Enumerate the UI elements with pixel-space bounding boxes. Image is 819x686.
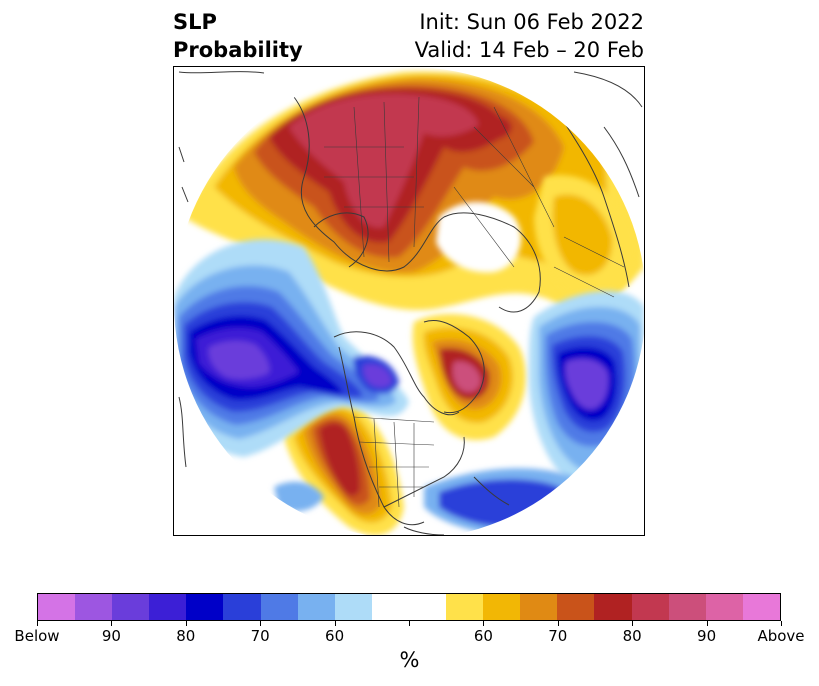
colorbar-swatch [557,594,595,620]
colorbar-swatch [408,594,447,620]
colorbar-swatch [334,594,372,620]
colorbar-swatch [186,594,224,620]
colorbar-tick-label: 60 [325,627,345,645]
probability-field [174,67,644,535]
colorbar-swatch [149,594,187,620]
colorbar-swatch [594,594,632,620]
colorbar-tick-label: 70 [250,627,270,645]
above-normal-region-greenland [412,314,526,441]
colorbar-swatch [705,594,743,620]
coastlines [293,96,630,535]
colorbar-unit-label: % [399,648,420,672]
colorbar-tick-label: Above [757,627,805,645]
init-date: Init: Sun 06 Feb 2022 [419,10,644,34]
valid-date-range: Valid: 14 Feb – 20 Feb [414,38,644,62]
colorbar-swatch [223,594,261,620]
colorbar-swatch [112,594,150,620]
above-normal-region-west-us [284,397,404,535]
probability-colorbar [37,593,781,621]
colorbar-tick-label: Below [14,627,60,645]
near-normal-pole [436,202,522,273]
colorbar-tick-mark [334,621,336,626]
colorbar-tick-label: 80 [176,627,196,645]
colorbar-swatch [371,594,409,620]
probability-map-svg [174,67,644,535]
colorbar-tick-mark [185,621,187,626]
colorbar-tick-label: 90 [101,627,121,645]
borders [324,96,625,508]
colorbar-swatch [75,594,113,620]
title-quantity: Probability [173,38,303,62]
colorbar-swatch [260,594,298,620]
outer-coastlines [178,71,643,468]
colorbar-swatch [483,594,521,620]
colorbar-tick-mark [781,621,782,626]
colorbar-swatch [742,594,780,620]
below-normal-region-siberia [529,290,644,489]
colorbar-swatch [446,594,484,620]
colorbar-tick-mark [260,621,262,626]
above-normal-region-asia [534,175,637,303]
colorbar-tick-label: 90 [697,627,717,645]
colorbar-tick-mark [37,621,38,626]
colorbar-tick-label: 60 [473,627,493,645]
map-dates: Init: Sun 06 Feb 2022 Valid: 14 Feb – 20… [415,8,644,64]
colorbar-tick-mark [632,621,634,626]
colorbar-swatch [520,594,558,620]
colorbar-tick-mark [557,621,559,626]
below-normal-region-pacific [174,239,409,457]
colorbar-swatch [297,594,335,620]
colorbar-tick-mark [111,621,113,626]
colorbar-swatch [631,594,669,620]
colorbar-tick-mark [409,621,410,626]
colorbar-tick-mark [483,621,485,626]
title-variable: SLP [173,10,217,34]
colorbar-tick-mark [706,621,708,626]
colorbar-swatch [38,594,76,620]
map-title: SLP Probability [173,8,303,64]
colorbar-swatch [668,594,706,620]
colorbar-tick-label: 80 [622,627,642,645]
colorbar-tick-label: 70 [548,627,568,645]
polar-map [173,66,645,536]
